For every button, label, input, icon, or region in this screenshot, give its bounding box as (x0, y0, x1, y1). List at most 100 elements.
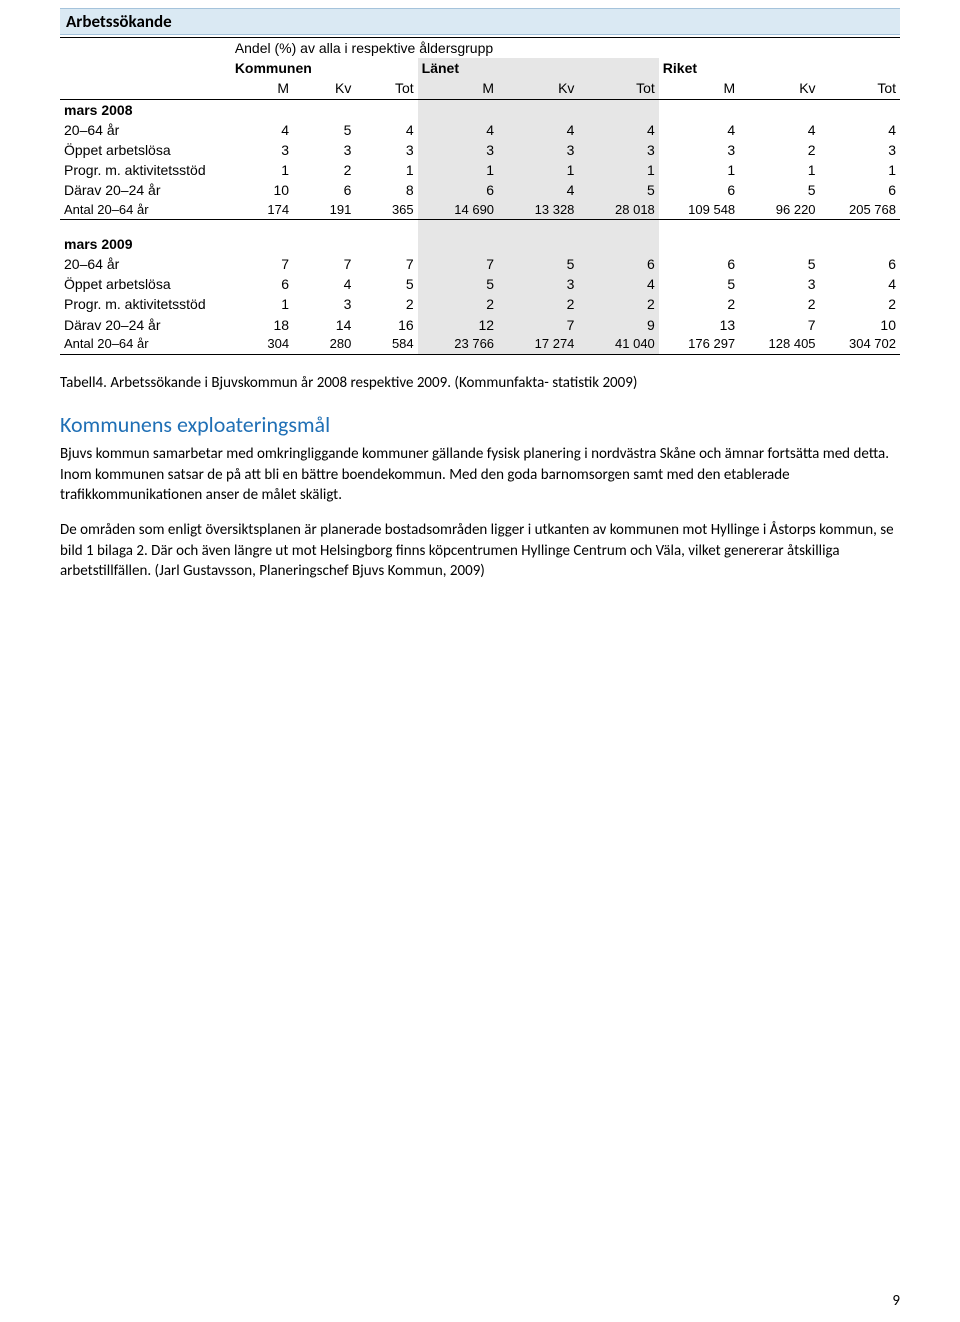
cell: 1 (578, 160, 658, 180)
cell: 6 (659, 254, 739, 274)
row-label: Öppet arbetslösa (60, 140, 231, 160)
cell: 109 548 (659, 201, 739, 220)
cell: 3 (659, 140, 739, 160)
cell: 2 (355, 294, 417, 314)
table-title: Arbetssökande (60, 8, 900, 35)
page-number: 9 (892, 1292, 900, 1310)
cell: 3 (820, 140, 900, 160)
cell: 205 768 (820, 201, 900, 220)
cell: 4 (659, 120, 739, 140)
cell: 7 (739, 315, 819, 335)
table-row: 20–64 år 7 7 7 7 5 6 6 5 6 (60, 254, 900, 274)
cell: 1 (231, 160, 293, 180)
data-table: Andel (%) av alla i respektive åldersgru… (60, 37, 900, 355)
table-row: Öppet arbetslösa 3 3 3 3 3 3 3 2 3 (60, 140, 900, 160)
cell: 3 (293, 294, 355, 314)
cell: 1 (498, 160, 578, 180)
cell: 4 (578, 274, 658, 294)
cell: 41 040 (578, 335, 658, 354)
cell: 7 (355, 254, 417, 274)
cell: 4 (498, 180, 578, 200)
subhead: M (418, 78, 498, 99)
cell: 2 (293, 160, 355, 180)
cell: 2 (498, 294, 578, 314)
cell: 3 (498, 274, 578, 294)
col-group-lanet: Länet (418, 58, 659, 78)
col-group-kommunen: Kommunen (231, 58, 418, 78)
cell: 6 (293, 180, 355, 200)
cell: 1 (659, 160, 739, 180)
cell: 128 405 (739, 335, 819, 354)
subhead: Kv (498, 78, 578, 99)
cell: 3 (355, 140, 417, 160)
cell: 13 328 (498, 201, 578, 220)
row-label: 20–64 år (60, 254, 231, 274)
cell: 304 702 (820, 335, 900, 354)
cell: 5 (739, 254, 819, 274)
cell: 4 (231, 120, 293, 140)
cell: 3 (498, 140, 578, 160)
cell: 5 (498, 254, 578, 274)
cell: 5 (739, 180, 819, 200)
cell: 3 (231, 140, 293, 160)
cell: 12 (418, 315, 498, 335)
cell: 2 (739, 294, 819, 314)
cell: 13 (659, 315, 739, 335)
cell: 6 (659, 180, 739, 200)
cell: 4 (498, 120, 578, 140)
subhead: Kv (739, 78, 819, 99)
cell: 3 (293, 140, 355, 160)
section-heading: Kommunens exploateringsmål (60, 411, 900, 438)
cell: 17 274 (498, 335, 578, 354)
row-label: Därav 20–24 år (60, 180, 231, 200)
subhead: Tot (578, 78, 658, 99)
cell: 4 (739, 120, 819, 140)
cell: 6 (820, 254, 900, 274)
cell: 2 (578, 294, 658, 314)
cell: 7 (418, 254, 498, 274)
table-row: 20–64 år 4 5 4 4 4 4 4 4 4 (60, 120, 900, 140)
section-heading: mars 2008 (60, 99, 231, 120)
row-label: 20–64 år (60, 120, 231, 140)
cell: 1 (355, 160, 417, 180)
body-paragraph: De områden som enligt översiktsplanen är… (60, 520, 900, 582)
cell: 4 (820, 120, 900, 140)
cell: 1 (418, 160, 498, 180)
row-label: Därav 20–24 år (60, 315, 231, 335)
cell: 23 766 (418, 335, 498, 354)
cell: 6 (231, 274, 293, 294)
cell: 96 220 (739, 201, 819, 220)
table-row: Progr. m. aktivitetsstöd 1 2 1 1 1 1 1 1… (60, 160, 900, 180)
section-heading: mars 2009 (60, 234, 231, 254)
row-label: Antal 20–64 år (60, 201, 231, 220)
cell: 5 (293, 120, 355, 140)
table-row: Progr. m. aktivitetsstöd 1 3 2 2 2 2 2 2… (60, 294, 900, 314)
table-row: Öppet arbetslösa 6 4 5 5 3 4 5 3 4 (60, 274, 900, 294)
cell: 4 (355, 120, 417, 140)
cell: 7 (293, 254, 355, 274)
cell: 10 (820, 315, 900, 335)
subhead: Kv (293, 78, 355, 99)
cell: 3 (739, 274, 819, 294)
cell: 584 (355, 335, 417, 354)
row-label: Progr. m. aktivitetsstöd (60, 160, 231, 180)
cell: 16 (355, 315, 417, 335)
cell: 4 (293, 274, 355, 294)
subhead: M (231, 78, 293, 99)
row-label: Progr. m. aktivitetsstöd (60, 294, 231, 314)
cell: 1 (739, 160, 819, 180)
cell: 2 (418, 294, 498, 314)
col-group-riket: Riket (659, 58, 900, 78)
subhead: Tot (355, 78, 417, 99)
table-row: Antal 20–64 år 304 280 584 23 766 17 274… (60, 335, 900, 354)
table-row: Antal 20–64 år 174 191 365 14 690 13 328… (60, 201, 900, 220)
cell: 4 (418, 120, 498, 140)
cell: 2 (820, 294, 900, 314)
cell: 191 (293, 201, 355, 220)
row-label: Öppet arbetslösa (60, 274, 231, 294)
cell: 5 (355, 274, 417, 294)
cell: 18 (231, 315, 293, 335)
cell: 2 (739, 140, 819, 160)
cell: 14 (293, 315, 355, 335)
cell: 14 690 (418, 201, 498, 220)
